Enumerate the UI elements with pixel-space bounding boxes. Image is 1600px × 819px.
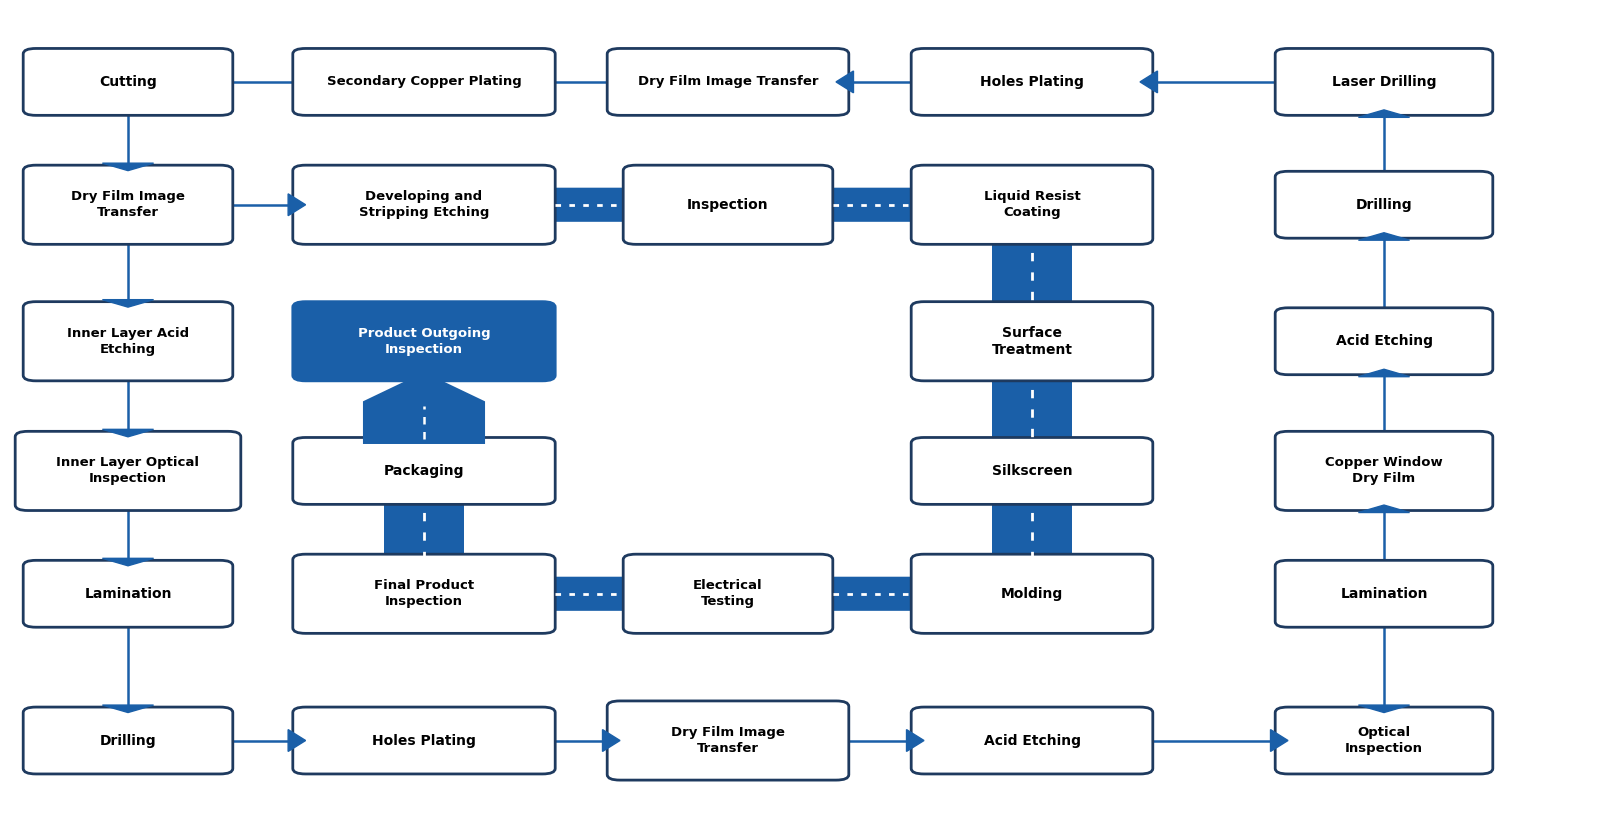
FancyBboxPatch shape <box>912 554 1152 633</box>
FancyBboxPatch shape <box>534 577 643 611</box>
FancyBboxPatch shape <box>293 301 555 381</box>
FancyBboxPatch shape <box>293 48 555 115</box>
FancyBboxPatch shape <box>1275 432 1493 510</box>
FancyBboxPatch shape <box>912 301 1152 381</box>
Polygon shape <box>102 705 154 713</box>
Text: Dry Film Image
Transfer: Dry Film Image Transfer <box>670 726 786 755</box>
FancyBboxPatch shape <box>992 375 1072 443</box>
Polygon shape <box>1358 233 1410 240</box>
Text: Acid Etching: Acid Etching <box>984 734 1080 748</box>
Text: Drilling: Drilling <box>99 734 157 748</box>
FancyBboxPatch shape <box>22 707 234 774</box>
Polygon shape <box>288 194 306 215</box>
Text: Inner Layer Optical
Inspection: Inner Layer Optical Inspection <box>56 456 200 486</box>
Text: Acid Etching: Acid Etching <box>1336 334 1432 348</box>
Text: Optical
Inspection: Optical Inspection <box>1346 726 1422 755</box>
Text: Developing and
Stripping Etching: Developing and Stripping Etching <box>358 190 490 219</box>
FancyBboxPatch shape <box>624 165 832 244</box>
Polygon shape <box>365 373 483 443</box>
Polygon shape <box>907 730 925 752</box>
Text: Product Outgoing
Inspection: Product Outgoing Inspection <box>358 327 490 355</box>
Text: Secondary Copper Plating: Secondary Copper Plating <box>326 75 522 88</box>
FancyBboxPatch shape <box>293 437 555 505</box>
Text: Dry Film Image
Transfer: Dry Film Image Transfer <box>70 190 186 219</box>
FancyBboxPatch shape <box>992 239 1072 307</box>
FancyBboxPatch shape <box>22 560 234 627</box>
FancyBboxPatch shape <box>16 432 242 510</box>
FancyBboxPatch shape <box>534 188 643 222</box>
Polygon shape <box>1358 110 1410 117</box>
Polygon shape <box>1270 730 1288 752</box>
Text: Liquid Resist
Coating: Liquid Resist Coating <box>984 190 1080 219</box>
FancyBboxPatch shape <box>22 48 234 115</box>
FancyBboxPatch shape <box>1275 707 1493 774</box>
FancyBboxPatch shape <box>912 707 1152 774</box>
FancyBboxPatch shape <box>384 499 464 559</box>
FancyBboxPatch shape <box>608 48 848 115</box>
FancyBboxPatch shape <box>813 577 931 611</box>
Text: Electrical
Testing: Electrical Testing <box>693 579 763 609</box>
Text: Lamination: Lamination <box>1341 586 1427 601</box>
FancyBboxPatch shape <box>293 165 555 244</box>
FancyBboxPatch shape <box>1275 48 1493 115</box>
Text: Molding: Molding <box>1002 586 1062 601</box>
Text: Final Product
Inspection: Final Product Inspection <box>374 579 474 609</box>
FancyBboxPatch shape <box>293 554 555 633</box>
Polygon shape <box>835 71 853 93</box>
FancyBboxPatch shape <box>293 707 555 774</box>
FancyBboxPatch shape <box>912 48 1152 115</box>
Polygon shape <box>102 163 154 170</box>
Polygon shape <box>102 429 154 437</box>
FancyBboxPatch shape <box>1275 560 1493 627</box>
Text: Cutting: Cutting <box>99 75 157 89</box>
Polygon shape <box>102 300 154 307</box>
Polygon shape <box>1358 369 1410 377</box>
Text: Dry Film Image Transfer: Dry Film Image Transfer <box>638 75 818 88</box>
FancyBboxPatch shape <box>912 437 1152 505</box>
FancyBboxPatch shape <box>22 165 234 244</box>
Polygon shape <box>603 730 621 752</box>
Polygon shape <box>1139 71 1157 93</box>
FancyBboxPatch shape <box>1275 171 1493 238</box>
Text: Laser Drilling: Laser Drilling <box>1331 75 1437 89</box>
FancyBboxPatch shape <box>608 701 848 780</box>
Text: Copper Window
Dry Film: Copper Window Dry Film <box>1325 456 1443 486</box>
FancyBboxPatch shape <box>1275 308 1493 375</box>
FancyBboxPatch shape <box>624 554 832 633</box>
Polygon shape <box>1358 505 1410 513</box>
FancyBboxPatch shape <box>912 165 1152 244</box>
Text: Inner Layer Acid
Etching: Inner Layer Acid Etching <box>67 327 189 355</box>
Text: Lamination: Lamination <box>85 586 171 601</box>
Text: Holes Plating: Holes Plating <box>373 734 475 748</box>
Text: Holes Plating: Holes Plating <box>981 75 1083 89</box>
FancyBboxPatch shape <box>813 188 931 222</box>
Polygon shape <box>102 559 154 566</box>
Text: Drilling: Drilling <box>1355 197 1413 212</box>
Polygon shape <box>1358 705 1410 713</box>
FancyBboxPatch shape <box>992 499 1072 559</box>
Polygon shape <box>288 730 306 752</box>
Text: Silkscreen: Silkscreen <box>992 464 1072 478</box>
FancyBboxPatch shape <box>22 301 234 381</box>
Text: Inspection: Inspection <box>686 197 770 212</box>
Text: Packaging: Packaging <box>384 464 464 478</box>
Text: Surface
Treatment: Surface Treatment <box>992 326 1072 357</box>
